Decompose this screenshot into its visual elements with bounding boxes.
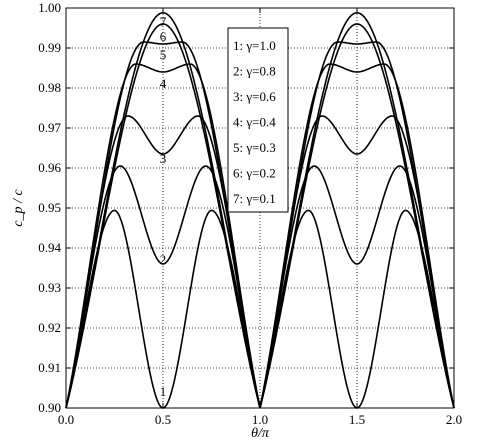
legend-entry: 2: γ=0.8 [233, 64, 276, 79]
y-tick-label: 0.90 [38, 400, 61, 415]
legend-entry: 7: γ=0.1 [233, 191, 276, 206]
y-tick-label: 0.96 [38, 160, 61, 175]
legend-entry: 1: γ=1.0 [233, 38, 276, 53]
series-line-1 [65, 209, 455, 409]
y-tick-label: 0.98 [38, 80, 61, 95]
curve-label: 2 [160, 252, 167, 267]
y-tick-label: 0.93 [38, 280, 61, 295]
legend-box [227, 27, 289, 213]
curve-label: 4 [160, 76, 167, 91]
y-tick-label: 0.95 [38, 200, 61, 215]
curve-label: 5 [160, 47, 167, 62]
y-tick-label: 1.00 [38, 0, 61, 15]
curve-labels: 1 2 3 4 5 67 [160, 14, 167, 399]
curve-label: 7 [160, 14, 167, 29]
x-tick-label: 0.0 [58, 412, 74, 427]
y-tick-label: 0.91 [38, 360, 61, 375]
legend: 1: γ=1.0 2: γ=0.8 3: γ=0.6 4: γ=0.4 5: γ=0.3… [227, 27, 289, 213]
ticks: 0.0 0.5 1.0 1.5 2.0 0.90 0.91 0.92 0.93 0.94 0.95 0… [38, 0, 462, 427]
y-tick-label: 0.94 [38, 240, 61, 255]
x-tick-label: 2.0 [446, 412, 462, 427]
y-tick-label: 0.99 [38, 40, 61, 55]
x-tick-label: 1.0 [252, 412, 268, 427]
y-tick-label: 0.97 [38, 120, 61, 135]
x-tick-label: 0.5 [155, 412, 171, 427]
legend-entry: 5: γ=0.3 [233, 140, 276, 155]
curve-label: 1 [160, 384, 167, 399]
y-tick-label: 0.92 [38, 320, 61, 335]
legend-entry: 6: γ=0.2 [233, 166, 276, 181]
x-axis-label: θ/π [251, 426, 270, 441]
curve-label: 6 [160, 29, 167, 44]
curve-label: 3 [160, 151, 167, 166]
x-tick-label: 1.5 [349, 412, 365, 427]
legend-entry: 3: γ=0.6 [233, 89, 276, 104]
legend-entry: 4: γ=0.4 [233, 115, 276, 130]
y-axis-label: c_p / c [11, 189, 26, 227]
